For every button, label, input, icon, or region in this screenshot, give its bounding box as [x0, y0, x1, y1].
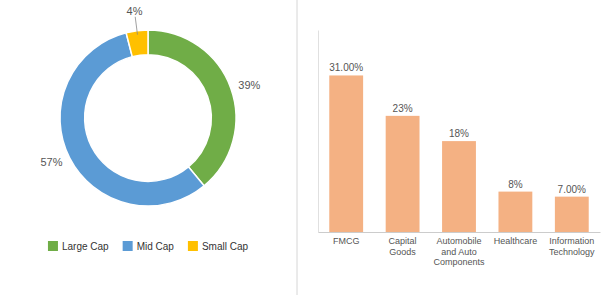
legend: Large Cap Mid Cap Small Cap: [48, 241, 249, 252]
x-tick-label: Healthcare: [494, 236, 538, 246]
legend-swatch: [188, 241, 198, 251]
data-label: 23%: [393, 103, 413, 114]
legend-label: Mid Cap: [137, 241, 175, 252]
legend-label: Small Cap: [202, 241, 249, 252]
divider: [297, 0, 298, 295]
donut: 39% 57% 4%: [40, 5, 260, 206]
x-tick-label: FMCG: [333, 236, 360, 246]
bars: [329, 75, 588, 232]
x-tick: CapitalGoods: [389, 232, 417, 257]
data-label: 8%: [508, 179, 523, 190]
donut-slice: [148, 30, 236, 186]
data-label: 18%: [449, 128, 469, 139]
donut-slice: [60, 33, 204, 206]
x-tick-label-line: Technology: [549, 247, 595, 257]
legend-item: Small Cap: [188, 241, 249, 252]
legend-item: Large Cap: [48, 241, 109, 252]
legend-item: Mid Cap: [123, 241, 175, 252]
x-tick: Healthcare: [494, 232, 538, 246]
data-label: 57%: [40, 156, 62, 168]
x-axis: FMCG CapitalGoods Automobileand AutoCompon…: [319, 232, 601, 267]
x-tick: Automobileand AutoComponents: [433, 232, 485, 267]
x-tick-label-line: Capital: [389, 236, 417, 246]
chart-svg: 39% 57% 4% Large Cap Mid Cap Small Cap FMCG Cap…: [0, 0, 612, 295]
x-tick-label-line: Goods: [389, 247, 416, 257]
data-labels: 31.00% 23% 18% 8% 7.00%: [329, 62, 586, 194]
data-label: 7.00%: [558, 184, 586, 195]
bar: [329, 75, 363, 232]
leader-line: [135, 17, 137, 35]
x-tick: InformationTechnology: [549, 232, 595, 257]
x-tick-label-line: Components: [433, 257, 485, 267]
bar: [442, 141, 476, 232]
legend-label: Large Cap: [62, 241, 109, 252]
x-tick-label: CapitalGoods: [389, 236, 417, 256]
bar: [498, 192, 532, 232]
data-label: 31.00%: [329, 62, 363, 73]
x-tick-label-line: Automobile: [436, 236, 481, 246]
x-tick-label: InformationTechnology: [549, 236, 595, 256]
y-axis-line: [318, 31, 319, 233]
data-label: 39%: [238, 79, 260, 91]
y-axis: [318, 31, 319, 233]
x-tick-label-line: and Auto: [441, 247, 477, 257]
x-tick-label-line: Information: [549, 236, 594, 246]
legend-swatch: [48, 241, 58, 251]
x-tick: FMCG: [333, 232, 360, 246]
bar: [386, 116, 420, 232]
x-tick-label-line: Healthcare: [494, 236, 538, 246]
legend-swatch: [123, 241, 133, 251]
data-label: 4%: [127, 5, 143, 17]
x-axis-line: [319, 232, 601, 233]
x-tick-label-line: FMCG: [333, 236, 360, 246]
x-tick-label: Automobileand AutoComponents: [433, 236, 485, 267]
bar: [555, 197, 589, 232]
